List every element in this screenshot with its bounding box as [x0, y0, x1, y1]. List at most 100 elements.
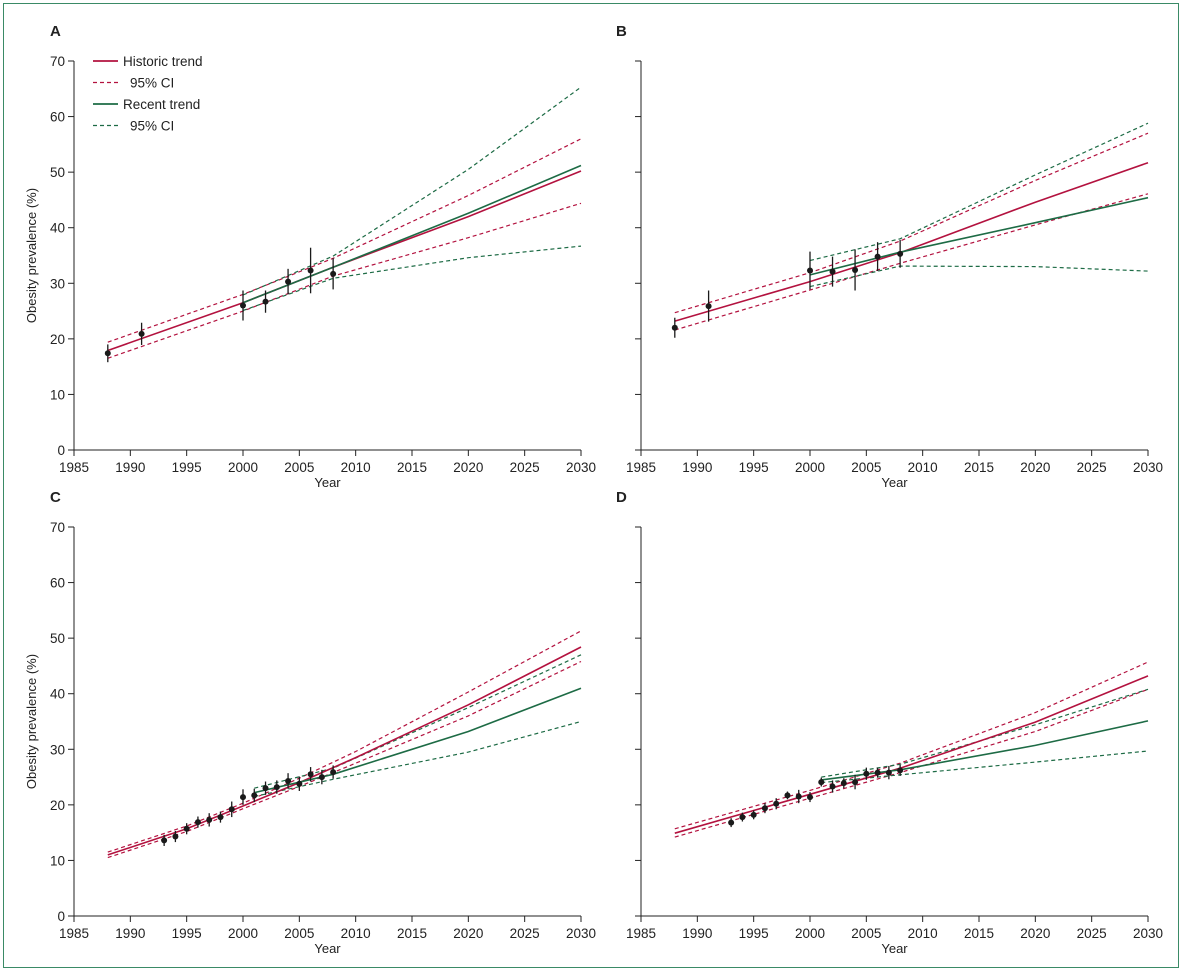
- data-point: [874, 253, 881, 260]
- historic-trend-line: [674, 675, 1149, 834]
- data-point: [285, 777, 292, 784]
- figure-frame: [3, 3, 1179, 968]
- x-tick-label: 2000: [228, 926, 258, 941]
- recent-ci-line: [254, 720, 582, 798]
- x-tick-label: 2000: [795, 460, 825, 475]
- data-point: [784, 792, 791, 799]
- y-tick-label: 30: [50, 276, 65, 291]
- data-point: [330, 769, 337, 776]
- recent-ci-line: [809, 265, 1149, 288]
- recent-trend-line: [809, 196, 1149, 276]
- historic-trend-line: [674, 161, 1149, 322]
- data-point: [897, 767, 904, 774]
- data-point: [296, 780, 303, 787]
- x-tick-label: 2015: [397, 460, 427, 475]
- x-tick-label: 2025: [510, 460, 540, 475]
- data-point: [217, 814, 224, 821]
- y-tick-label: 20: [50, 798, 65, 813]
- legend: Historic trend 95% CI Recent trend 95% CI: [93, 54, 203, 134]
- y-axis-title: Obesity prevalence (%): [24, 188, 39, 323]
- data-point: [863, 770, 870, 777]
- x-tick-label: 2010: [341, 926, 371, 941]
- x-tick-label: 2030: [1133, 460, 1163, 475]
- x-tick-label: 2025: [510, 926, 540, 941]
- historic-trend-line: [107, 646, 582, 856]
- y-tick-label: 70: [50, 54, 65, 69]
- y-axis-title: Obesity prevalence (%): [24, 654, 39, 789]
- data-point: [240, 794, 246, 801]
- recent-ci-line: [809, 122, 1149, 262]
- data-point: [795, 793, 802, 800]
- recent-ci-line: [821, 688, 1149, 778]
- recent-ci-line: [254, 654, 582, 789]
- x-tick-label: 2005: [284, 926, 314, 941]
- x-tick-label: 1990: [682, 926, 712, 941]
- x-tick-label: 2020: [1020, 460, 1050, 475]
- legend-label: 95% CI: [130, 119, 174, 134]
- x-tick-label: 1985: [59, 460, 89, 475]
- data-point: [829, 268, 836, 275]
- data-point: [330, 270, 337, 277]
- data-point: [262, 785, 269, 792]
- historic-ci-line: [107, 138, 582, 343]
- data-point: [807, 794, 813, 801]
- y-tick-label: 30: [50, 742, 65, 757]
- data-point: [194, 819, 201, 826]
- data-point: [852, 266, 859, 273]
- data-point: [739, 814, 746, 821]
- y-tick-label: 60: [50, 576, 65, 591]
- x-tick-label: 2005: [851, 460, 881, 475]
- data-point: [705, 303, 712, 310]
- data-point: [671, 324, 678, 331]
- data-point: [761, 805, 768, 812]
- y-tick-label: 50: [50, 165, 65, 180]
- x-tick-label: 1985: [59, 926, 89, 941]
- x-tick-label: 1990: [682, 460, 712, 475]
- data-point: [750, 811, 757, 818]
- chart-panel-d: D 1985 1990 1995 2000 2005 2010 2015 2020 2025 203…: [616, 489, 1163, 956]
- y-tick-label: 40: [50, 221, 65, 236]
- y-tick-label: 0: [57, 443, 65, 458]
- historic-ci-line: [107, 202, 582, 359]
- x-tick-label: 2015: [964, 926, 994, 941]
- x-tick-label: 2010: [341, 460, 371, 475]
- x-tick-label: 2020: [453, 460, 483, 475]
- x-tick-label: 1985: [626, 926, 656, 941]
- panel-letter: B: [616, 23, 627, 40]
- historic-ci-line: [107, 660, 582, 859]
- y-tick-label: 50: [50, 631, 65, 646]
- x-axis-title: Year: [881, 475, 908, 490]
- data-point: [818, 779, 825, 786]
- panel-letter: A: [50, 23, 61, 40]
- y-tick-label: 20: [50, 332, 65, 347]
- data-point: [773, 800, 780, 807]
- x-axis-title: Year: [881, 941, 908, 956]
- x-tick-label: 1995: [172, 926, 202, 941]
- data-point: [852, 779, 859, 786]
- legend-label: Historic trend: [123, 54, 203, 69]
- recent-ci-line: [242, 245, 582, 312]
- x-tick-label: 2030: [566, 460, 596, 475]
- x-tick-label: 1985: [626, 460, 656, 475]
- historic-ci-line: [674, 661, 1149, 830]
- x-tick-label: 2020: [453, 926, 483, 941]
- x-tick-label: 2025: [1077, 460, 1107, 475]
- data-point: [262, 298, 269, 305]
- x-tick-label: 2030: [1133, 926, 1163, 941]
- x-axis-title: Year: [314, 475, 341, 490]
- data-point: [885, 769, 892, 776]
- x-tick-label: 1995: [739, 460, 769, 475]
- historic-ci-line: [674, 688, 1149, 838]
- x-tick-label: 1995: [739, 926, 769, 941]
- data-point: [840, 780, 847, 787]
- data-point: [240, 302, 246, 309]
- x-tick-label: 2010: [908, 926, 938, 941]
- data-point: [318, 774, 325, 781]
- data-point: [273, 784, 280, 791]
- y-tick-label: 10: [50, 853, 65, 868]
- data-point: [728, 819, 735, 826]
- y-tick-label: 60: [50, 110, 65, 125]
